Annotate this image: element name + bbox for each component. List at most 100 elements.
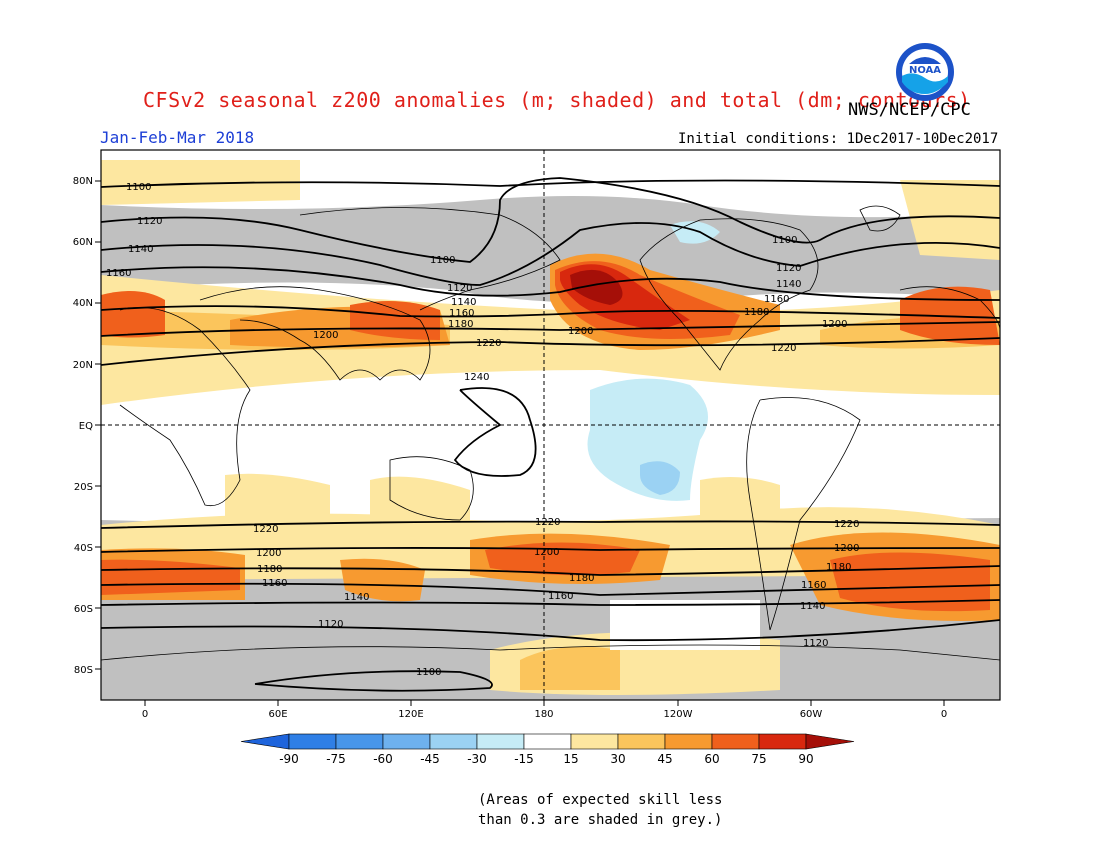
lat-label: EQ (79, 421, 93, 432)
initial-conditions-label: Initial conditions: 1Dec2017-10Dec2017 (678, 131, 999, 147)
contour-label: 1120 (447, 283, 472, 294)
contour-label: 1220 (535, 517, 560, 528)
contour-label: 1160 (548, 591, 573, 602)
lon-label: 60E (268, 709, 287, 720)
contour-line (254, 670, 493, 692)
anomaly-region (370, 476, 470, 520)
contour-label: 1120 (776, 263, 801, 274)
contour-line (101, 305, 1000, 319)
longitude-axis: 0 60E 120E 180 120W 60W 0 (142, 709, 947, 720)
lat-label: 40S (74, 543, 93, 554)
contour-label: 1220 (834, 519, 859, 530)
contour-label: 1120 (137, 216, 162, 227)
contour-label: 1120 (318, 619, 343, 630)
contour-label: 1120 (803, 638, 828, 649)
colorbar-tick-label: -15 (514, 752, 534, 766)
contour-line (101, 337, 1000, 366)
contour-label: 1220 (253, 524, 278, 535)
anomaly-region (640, 461, 680, 495)
contour-label: 1140 (451, 297, 476, 308)
colorbar-tick-label: -30 (467, 752, 487, 766)
anomaly-region (350, 301, 440, 340)
contour-label: 1160 (262, 578, 287, 589)
coastline (119, 307, 251, 507)
colorbar-tick-label: -60 (373, 752, 393, 766)
coastline (389, 456, 474, 521)
colorbar-swatch (523, 733, 572, 750)
colorbar-tick-label: 15 (563, 752, 578, 766)
contour-label: 1180 (826, 562, 851, 573)
lat-label: 80N (73, 176, 93, 187)
contour-label: 1140 (776, 279, 801, 290)
svg-text:NOAA: NOAA (909, 65, 941, 76)
colorbar-swatch (476, 733, 525, 750)
lon-label: 0 (142, 709, 148, 720)
anomaly-region (101, 275, 1000, 405)
noaa-logo: NOAA (896, 43, 954, 101)
contour-label: 1200 (834, 543, 859, 554)
colorbar-swatch (758, 733, 807, 750)
skill-note-line-2: than 0.3 are shaded in grey.) (478, 812, 723, 828)
lon-label: 180 (534, 709, 553, 720)
colorbar-swatch (429, 733, 478, 750)
colorbar: -90 -75 -60 -45 -30 -15 15 30 45 60 75 90 (240, 733, 855, 766)
colorbar-tick-label: 30 (610, 752, 625, 766)
lon-label: 0 (941, 709, 947, 720)
colorbar-swatch (711, 733, 760, 750)
anomaly-region (520, 646, 620, 690)
contour-label: 1200 (534, 547, 559, 558)
colorbar-tick-label: 90 (798, 752, 813, 766)
colorbar-swatch (382, 733, 431, 750)
lat-label: 60N (73, 237, 93, 248)
contour-label: 1200 (568, 326, 593, 337)
anomaly-region (570, 269, 623, 305)
contour-label: 1100 (430, 255, 455, 266)
anomaly-region (101, 160, 300, 205)
contour-label: 1160 (449, 308, 474, 319)
contour-label: 1200 (313, 330, 338, 341)
contour-line (101, 565, 1000, 576)
colorbar-tick-label: 45 (657, 752, 672, 766)
latitude-axis: 80N 60N 40N 20N EQ 20S 40S 60S 80S (73, 176, 93, 676)
colorbar-swatch (617, 733, 666, 750)
contour-label: 1160 (106, 268, 131, 279)
colorbar-swatch (570, 733, 619, 750)
contour-label: 1160 (801, 580, 826, 591)
contour-label: 1140 (800, 601, 825, 612)
colorbar-swatch (335, 733, 384, 750)
lat-label: 60S (74, 604, 93, 615)
agency-label: NWS/NCEP/CPC (848, 100, 971, 120)
contour-label: 1100 (416, 667, 441, 678)
contour-line (101, 619, 1000, 642)
contour-label: 1180 (744, 307, 769, 318)
contour-line (453, 387, 537, 477)
contour-line (101, 520, 1000, 529)
colorbar-tick-label: 60 (704, 752, 719, 766)
coastline (746, 397, 861, 631)
lon-label: 120W (664, 709, 693, 720)
colorbar-swatch (664, 733, 713, 750)
contour-label: 1140 (128, 244, 153, 255)
coastline (199, 286, 431, 381)
contour-label: 1220 (771, 343, 796, 354)
contour-line (101, 179, 1000, 188)
contour-label: 1180 (569, 573, 594, 584)
coastline (639, 218, 819, 371)
coastline (299, 207, 561, 311)
contour-line (101, 582, 1000, 596)
anomaly-region (225, 473, 330, 520)
colorbar-tick-label: -75 (326, 752, 346, 766)
coastline (101, 644, 1000, 661)
contour-line (101, 266, 1000, 301)
contour-line (101, 177, 1000, 263)
contour-label: 1200 (256, 548, 281, 559)
lon-label: 120E (398, 709, 423, 720)
contour-label: 1200 (822, 319, 847, 330)
season-label: Jan-Feb-Mar 2018 (100, 128, 255, 147)
contour-label: 1100 (772, 235, 797, 246)
colorbar-swatch (288, 733, 337, 750)
contour-label: 1180 (448, 319, 473, 330)
anomaly-region (485, 542, 640, 576)
contour-label: 1240 (464, 372, 489, 383)
